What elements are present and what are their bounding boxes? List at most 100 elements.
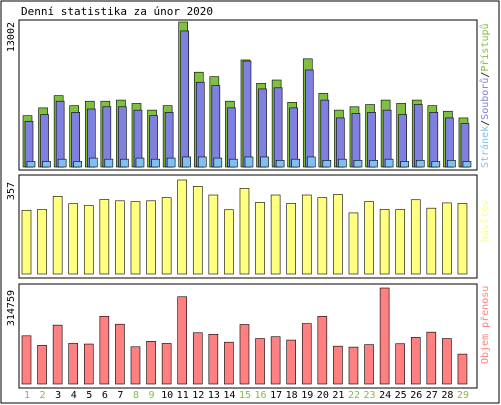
day-label: 14	[223, 390, 235, 401]
pages-bar	[151, 158, 160, 168]
visits-bar	[208, 194, 219, 275]
legend-files: Souborů	[479, 78, 491, 120]
volume-bar	[348, 346, 359, 385]
volume-bar	[410, 337, 421, 385]
volume-bar	[52, 324, 63, 385]
visits-panel-frame	[18, 174, 478, 279]
day-label: 11	[177, 390, 189, 401]
pages-bar	[275, 160, 285, 168]
pages-bar	[462, 161, 472, 168]
pages-bar	[431, 161, 441, 168]
hits-panel-frame	[18, 19, 478, 171]
visits-bar	[52, 196, 63, 275]
files-bar	[195, 81, 205, 168]
day-label: 28	[441, 390, 453, 401]
visits-bar	[161, 197, 172, 275]
legend-separator-1: /	[480, 120, 491, 126]
legend-hits: Přístupů	[479, 23, 491, 71]
files-bar	[320, 99, 330, 168]
volume-bar	[83, 343, 94, 385]
visits-bar	[21, 209, 32, 275]
pages-bar	[26, 161, 36, 168]
visits-bar	[99, 199, 110, 275]
pages-bar	[166, 157, 176, 168]
volume-bar	[224, 341, 234, 385]
volume-bar	[457, 353, 468, 385]
visits-bar	[239, 188, 250, 275]
pages-bar	[135, 157, 145, 168]
day-label: 23	[364, 390, 376, 401]
volume-bar	[37, 344, 47, 385]
volume-bar	[21, 335, 32, 385]
volume-bar	[239, 324, 250, 385]
visits-bar	[426, 207, 437, 275]
volume-bar	[115, 323, 125, 385]
volume-bar	[364, 344, 374, 385]
pages-bar	[120, 158, 129, 168]
files-bar	[273, 87, 283, 168]
visits-bar	[83, 205, 94, 275]
pages-bar	[306, 156, 316, 168]
files-bar	[24, 120, 34, 168]
visits-max-label: 357	[6, 182, 17, 200]
files-bar	[180, 30, 189, 168]
files-bar	[71, 112, 81, 168]
volume-bar	[255, 338, 265, 385]
pages-bar	[182, 156, 191, 168]
visits-bar	[301, 194, 312, 275]
volume-bar	[161, 343, 172, 385]
pages-bar	[260, 156, 269, 168]
files-bar	[258, 88, 267, 168]
hits-bars	[22, 21, 472, 168]
pages-bar	[322, 160, 332, 168]
day-label: 19	[301, 390, 313, 401]
pages-bar	[369, 160, 378, 168]
files-bar	[289, 107, 298, 168]
pages-bar	[353, 160, 363, 168]
legend-visits: Návštěv	[479, 200, 491, 242]
pages-bar	[73, 161, 83, 168]
pages-bar	[338, 158, 347, 168]
visits-bar	[333, 194, 343, 275]
visits-bar	[364, 201, 374, 275]
files-bar	[398, 114, 407, 168]
pages-bar	[400, 161, 409, 168]
pages-bar	[229, 158, 238, 168]
visits-bar	[255, 202, 265, 275]
visits-bar	[68, 203, 79, 275]
visits-bar	[224, 209, 234, 275]
volume-panel-frame	[18, 283, 478, 389]
legend-volume: Objem přenosu	[479, 286, 491, 364]
day-label: 12	[192, 390, 204, 401]
volume-bar	[68, 343, 79, 385]
hits-legend: Stránek/Souborů/Přístupů	[479, 23, 491, 168]
legend-separator-2: /	[480, 72, 491, 78]
visits-bar	[379, 209, 390, 275]
volume-bar	[270, 336, 281, 385]
volume-bar	[286, 339, 296, 385]
files-bar	[304, 69, 314, 168]
day-label: 29	[457, 390, 469, 401]
visits-bar	[192, 186, 203, 275]
files-bar	[211, 85, 221, 168]
visits-bar	[37, 209, 47, 275]
pages-bar	[104, 158, 114, 168]
day-label: 13	[208, 390, 220, 401]
day-label: 27	[426, 390, 438, 401]
day-label: 3	[55, 390, 61, 401]
pages-bar	[244, 156, 254, 168]
day-label: 16	[255, 390, 267, 401]
files-bar	[429, 112, 439, 168]
pages-bar	[88, 157, 98, 168]
volume-bar	[99, 315, 110, 385]
day-label: 2	[40, 390, 46, 401]
day-labels: 1 2 3 4 5 6 7 8 9 10 11 12 13 14 15 16 17 18 19 20 21 22 23 24 2…	[24, 390, 469, 401]
chart-title: Denní statistika za únor 2020	[21, 5, 213, 18]
volume-bar	[208, 333, 219, 385]
files-bar	[40, 114, 49, 168]
day-label: 6	[102, 390, 108, 401]
volume-bars	[21, 287, 468, 385]
day-label: 24	[379, 390, 391, 401]
